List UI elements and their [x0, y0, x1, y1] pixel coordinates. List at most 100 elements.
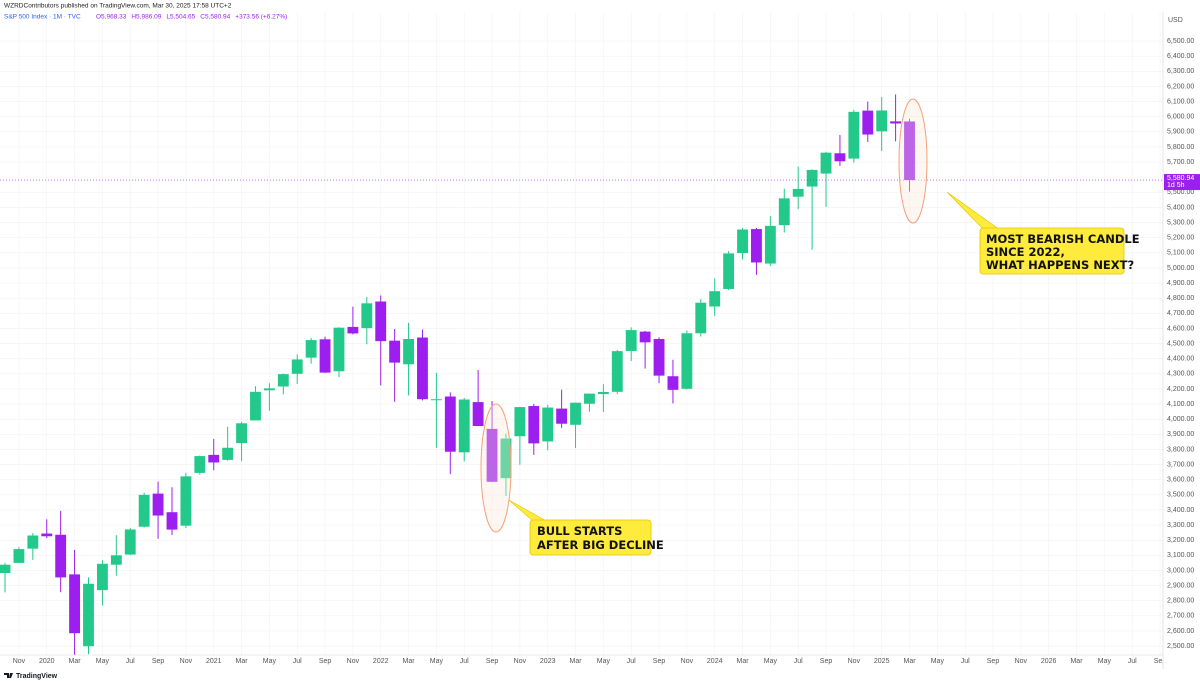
- x-tick-label: Jul: [794, 658, 803, 665]
- callout-text: BULL STARTS: [537, 524, 622, 538]
- y-tick-label: 6,300.00: [1167, 68, 1194, 75]
- candle-body: [430, 399, 442, 401]
- ohlc-value: C5,580.94: [200, 14, 230, 21]
- candle-body: [625, 330, 637, 351]
- candle-body: [83, 583, 94, 647]
- candle-body: [291, 359, 303, 374]
- logo: TradingView: [16, 673, 58, 680]
- x-tick-label: Sep: [653, 658, 666, 665]
- y-tick-label: 3,900.00: [1167, 431, 1194, 438]
- y-tick-label: 4,200.00: [1167, 386, 1194, 393]
- candle-body: [778, 198, 790, 226]
- candle-body: [486, 428, 498, 482]
- candle-body: [333, 327, 345, 372]
- candle-body: [250, 391, 261, 421]
- candle-body: [403, 339, 414, 365]
- candle-body: [556, 408, 568, 424]
- y-tick-label: 4,700.00: [1167, 310, 1194, 317]
- x-tick-label: Sep: [820, 658, 833, 665]
- x-tick-label: Mar: [903, 658, 916, 665]
- last-price-label: 5,580.94: [1167, 175, 1194, 182]
- candle-body: [96, 563, 108, 591]
- y-tick-label: 5,100.00: [1167, 250, 1194, 257]
- x-tick-label: Sep: [152, 658, 165, 665]
- candle-body: [528, 406, 540, 444]
- x-tick-label: Jul: [961, 658, 970, 665]
- y-tick-label: 4,600.00: [1167, 325, 1194, 332]
- candle-body: [848, 111, 860, 159]
- y-tick-label: 5,500.00: [1167, 189, 1194, 196]
- candle-body: [152, 493, 164, 516]
- candle-body: [41, 533, 53, 537]
- candle-body: [0, 564, 11, 574]
- x-tick-label: 2022: [373, 658, 389, 665]
- y-tick-label: 3,700.00: [1167, 461, 1194, 468]
- ohlc-header: S&P 500 Index · 1M · TVC O5,968.33 H5,986…: [4, 14, 287, 21]
- candle-body: [723, 253, 735, 289]
- candle-body: [375, 301, 387, 342]
- x-tick-label: Jul: [293, 658, 302, 665]
- y-tick-label: 4,300.00: [1167, 371, 1194, 378]
- logo-icon: [4, 673, 13, 678]
- candle-body: [347, 326, 359, 334]
- callout-text: MOST BEARISH CANDLE: [986, 232, 1140, 246]
- y-tick-label: 5,700.00: [1167, 159, 1194, 166]
- x-tick-label: May: [1098, 658, 1112, 665]
- candle-body: [458, 399, 470, 453]
- x-tick-label: Jul: [126, 658, 135, 665]
- x-tick-label: Jul: [460, 658, 469, 665]
- candle-body: [319, 339, 331, 373]
- y-tick-label: 4,000.00: [1167, 416, 1194, 423]
- x-tick-label: Mar: [570, 658, 583, 665]
- x-tick-label: Nov: [1015, 658, 1028, 665]
- candle-body: [681, 333, 693, 389]
- x-tick-label: Mar: [236, 658, 249, 665]
- x-tick-label: Mar: [69, 658, 82, 665]
- y-tick-label: 4,500.00: [1167, 340, 1194, 347]
- candle-body: [180, 476, 192, 526]
- y-tick-label: 2,900.00: [1167, 582, 1194, 589]
- y-tick-label: 4,900.00: [1167, 280, 1194, 287]
- y-tick-label: 6,400.00: [1167, 53, 1194, 60]
- candle-body: [361, 303, 373, 329]
- candle-body: [639, 331, 651, 343]
- candle-body: [138, 494, 150, 527]
- callout-text: WHAT HAPPENS NEXT?: [986, 258, 1134, 272]
- last-price-tag: [1164, 174, 1200, 191]
- candle-body: [764, 225, 776, 264]
- candle-body: [194, 456, 206, 473]
- candle-body: [542, 407, 554, 442]
- candle-body: [792, 188, 804, 197]
- publisher: WZRDContributors published on TradingVie…: [4, 3, 232, 10]
- candle-body: [890, 121, 902, 124]
- candle-body: [834, 153, 846, 162]
- y-tick-label: 5,300.00: [1167, 219, 1194, 226]
- x-tick-label: Nov: [180, 658, 193, 665]
- y-tick-label: 5,900.00: [1167, 129, 1194, 136]
- x-tick-label: 2020: [39, 658, 55, 665]
- footer: [0, 669, 1200, 681]
- y-tick-label: 4,400.00: [1167, 356, 1194, 363]
- candle-body: [820, 152, 832, 174]
- candles: [0, 94, 1163, 655]
- x-tick-label: Nov: [13, 658, 26, 665]
- x-tick-label: Nov: [347, 658, 360, 665]
- candle-body: [124, 529, 136, 555]
- y-tick-label: 6,500.00: [1167, 38, 1194, 45]
- x-tick-label: Nov: [681, 658, 694, 665]
- y-tick-label: 4,800.00: [1167, 295, 1194, 302]
- y-tick-label: 5,000.00: [1167, 265, 1194, 272]
- callout-box: [979, 227, 1125, 275]
- highlight-ellipse: [898, 98, 928, 224]
- ohlc-value: +373.56 (+6.27%): [235, 14, 287, 21]
- x-tick-label: Nov: [848, 658, 861, 665]
- callout-box: [529, 519, 652, 556]
- x-tick-label: 2024: [707, 658, 723, 665]
- candle-body: [417, 337, 428, 400]
- grid: [0, 12, 1163, 655]
- x-tick-label: Jul: [627, 658, 636, 665]
- y-tick-label: 5,200.00: [1167, 235, 1194, 242]
- highlight-ellipse: [480, 403, 512, 533]
- y-tick-label: 3,100.00: [1167, 552, 1194, 559]
